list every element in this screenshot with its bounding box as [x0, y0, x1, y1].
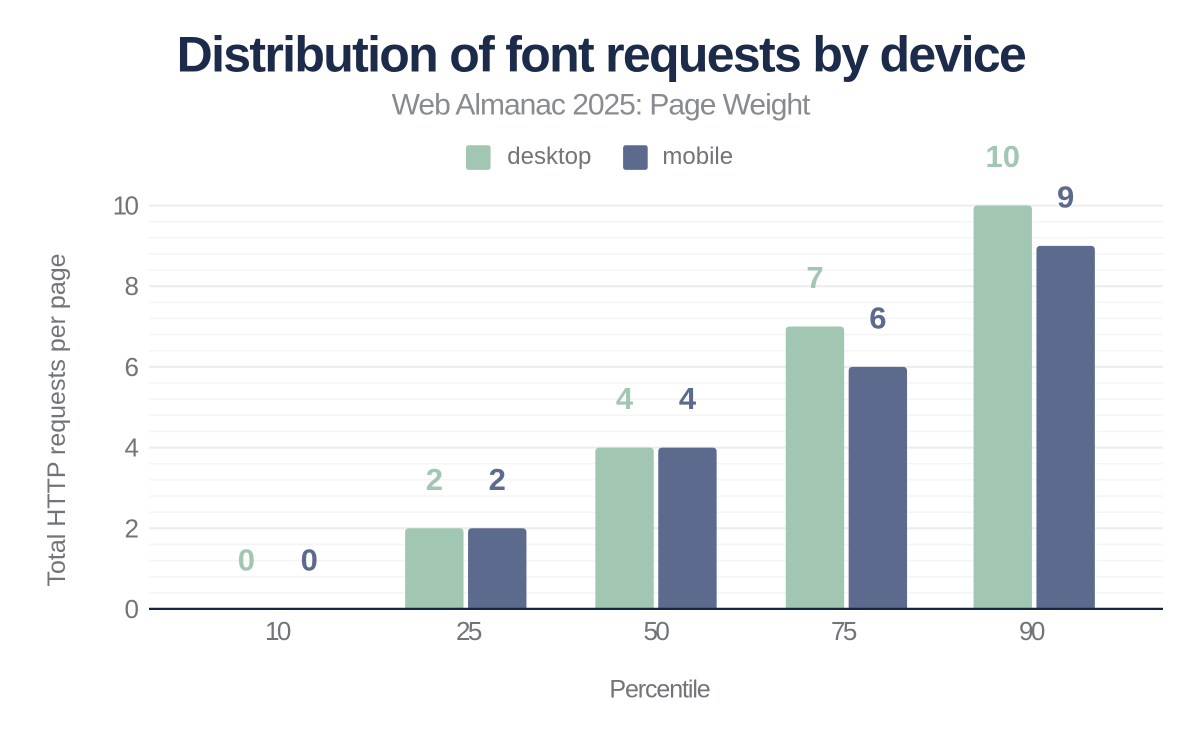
svg-text:0: 0	[125, 594, 139, 624]
svg-text:7: 7	[806, 260, 823, 295]
svg-text:Web Almanac 2025: Page Weight: Web Almanac 2025: Page Weight	[392, 89, 811, 122]
svg-text:75: 75	[831, 616, 857, 646]
svg-text:10: 10	[265, 616, 291, 646]
svg-text:Total HTTP requests per page: Total HTTP requests per page	[43, 253, 71, 586]
svg-text:90: 90	[1019, 616, 1045, 646]
svg-text:6: 6	[125, 352, 139, 382]
svg-text:2: 2	[426, 462, 443, 497]
svg-text:25: 25	[456, 616, 482, 646]
svg-text:2: 2	[489, 462, 506, 497]
svg-text:desktop: desktop	[507, 143, 591, 170]
svg-text:50: 50	[643, 616, 669, 646]
svg-text:0: 0	[238, 543, 255, 578]
svg-text:Percentile: Percentile	[609, 676, 709, 704]
svg-text:4: 4	[679, 381, 697, 416]
svg-text:6: 6	[869, 300, 886, 335]
svg-text:4: 4	[125, 433, 139, 463]
svg-text:2: 2	[125, 513, 139, 543]
svg-text:mobile: mobile	[662, 143, 733, 170]
svg-text:10: 10	[986, 139, 1020, 174]
svg-text:8: 8	[125, 271, 139, 301]
svg-text:0: 0	[301, 543, 318, 578]
svg-text:10: 10	[113, 191, 139, 221]
svg-text:Distribution of font requests: Distribution of font requests by device	[177, 27, 1026, 83]
svg-text:4: 4	[616, 381, 634, 416]
svg-text:9: 9	[1057, 179, 1074, 214]
